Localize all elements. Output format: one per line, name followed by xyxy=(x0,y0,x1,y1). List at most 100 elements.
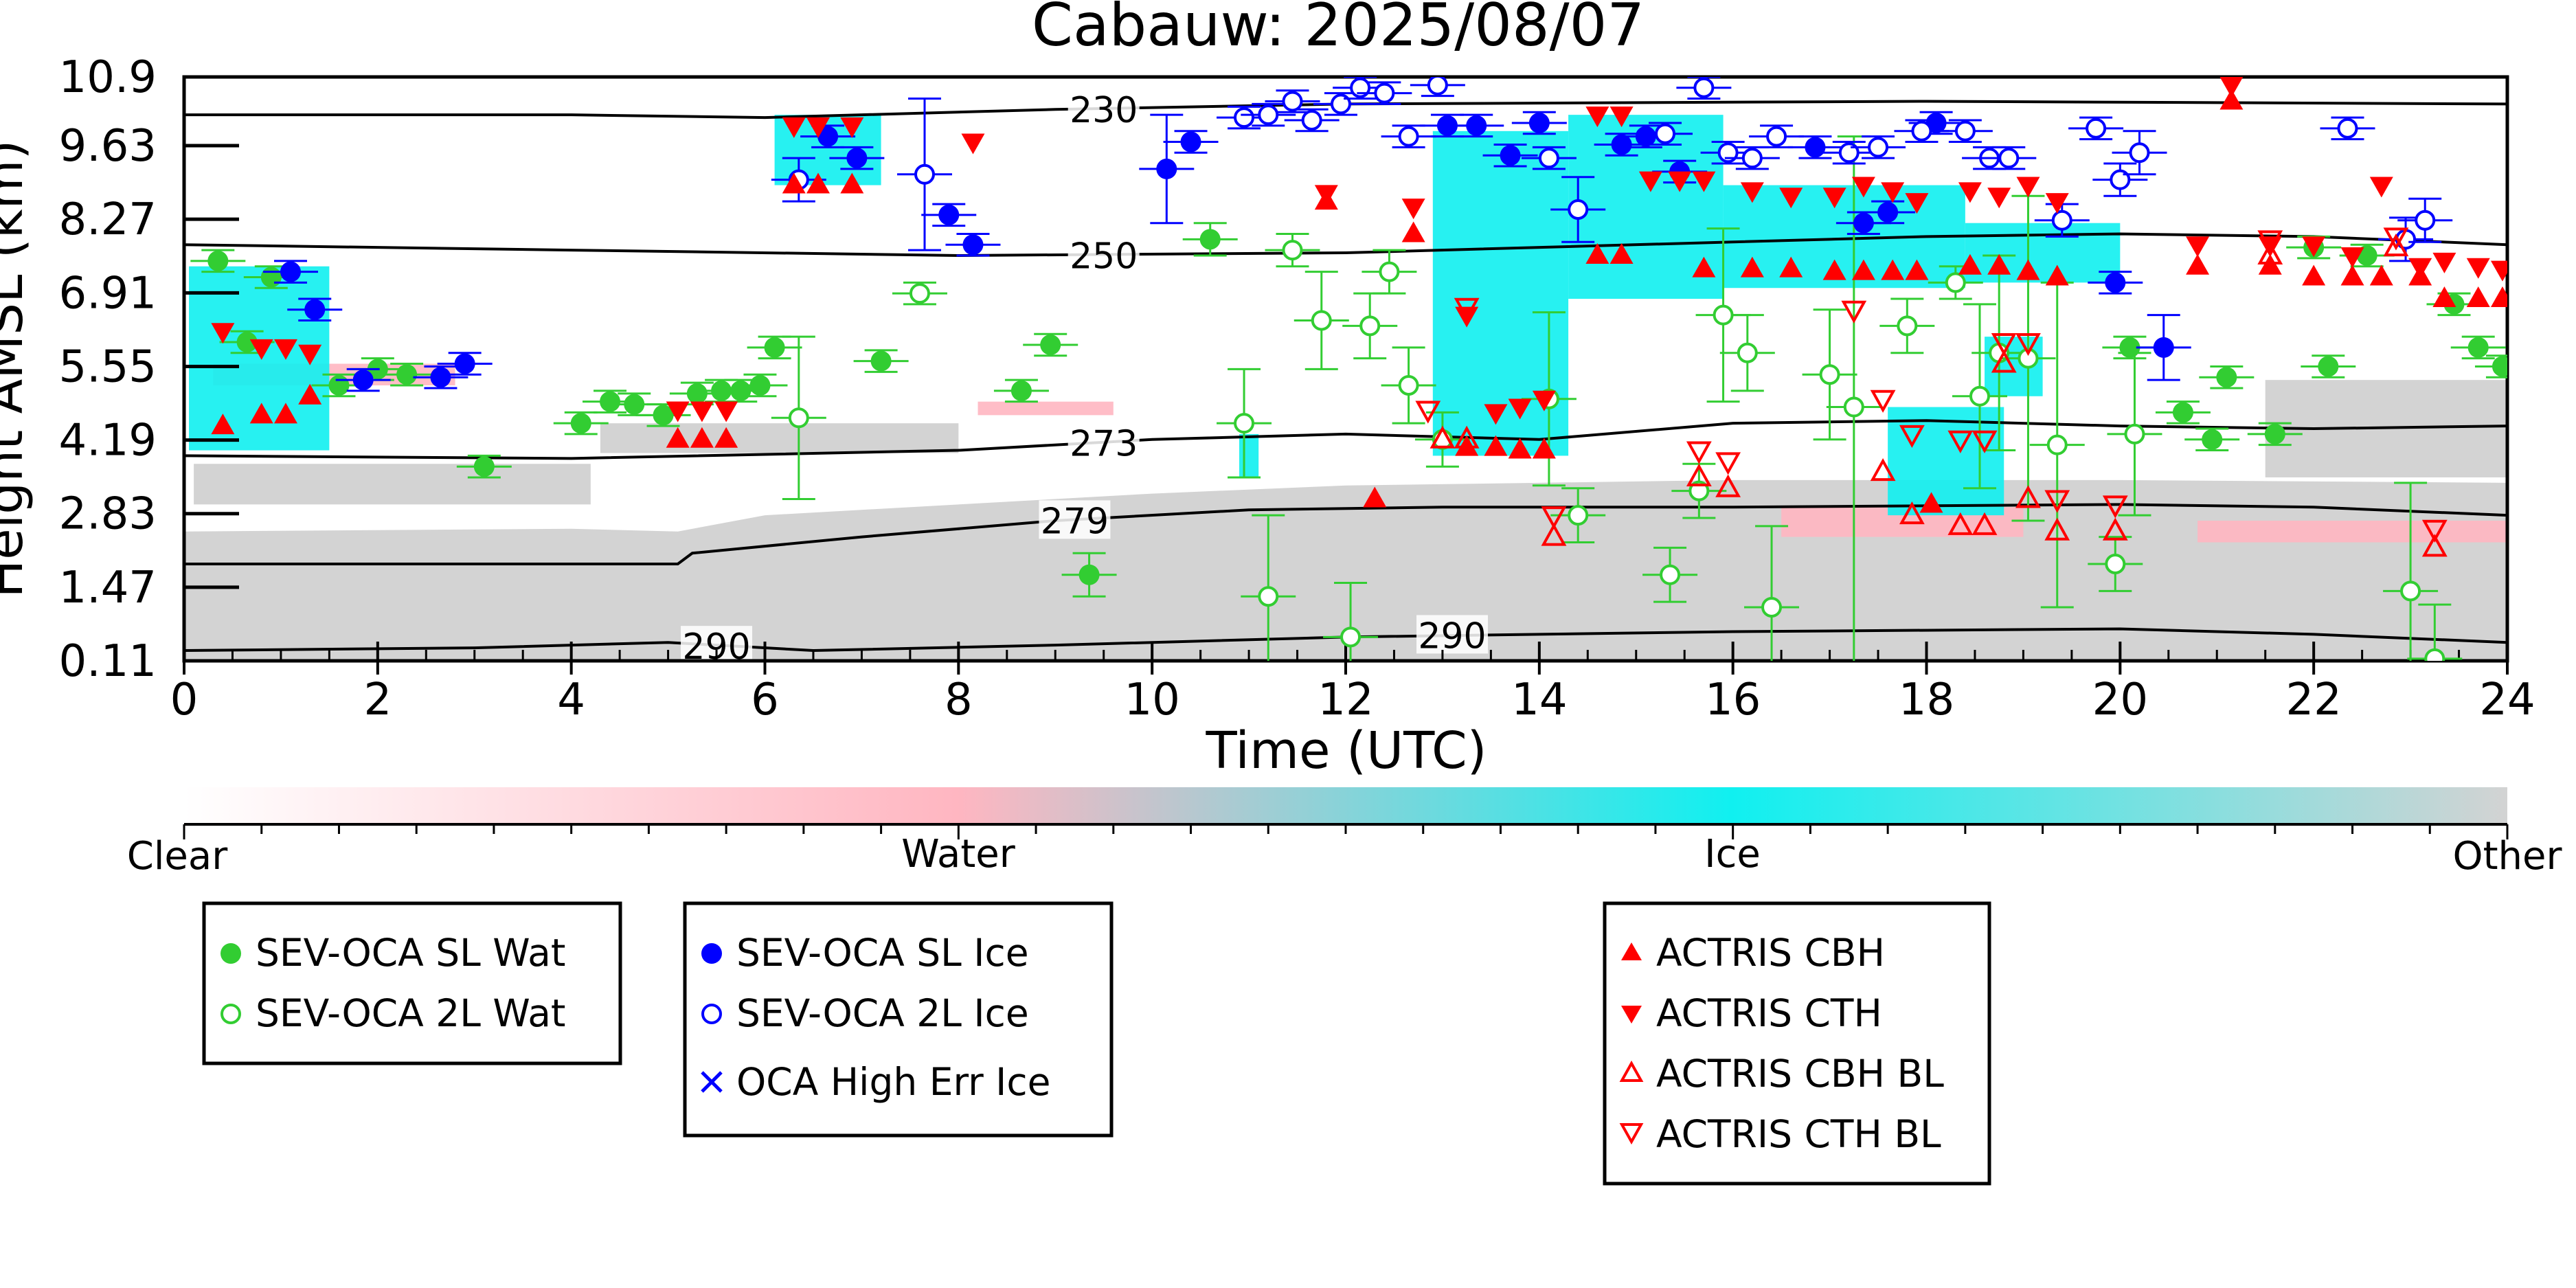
marker-sev-oca-2l-wat xyxy=(909,283,930,304)
marker-actris-cbh xyxy=(1740,256,1764,278)
legend-label-actris-cth-bl: ACTRIS CTH BL xyxy=(1656,1112,1941,1156)
marker-actris-cbh xyxy=(1779,256,1803,278)
marker-sev-oca-sl-wat xyxy=(2264,423,2285,444)
marker-actris-cth xyxy=(298,344,322,365)
marker-sev-oca-sl-ice xyxy=(430,367,451,388)
marker-actris-cth xyxy=(1851,177,1875,198)
y-tick-label: 10.9 xyxy=(59,52,157,103)
marker-actris-cbh xyxy=(840,172,864,194)
isotherm-line xyxy=(184,100,2507,120)
marker-actris-cbh xyxy=(1363,486,1387,508)
marker-actris-cbh xyxy=(1455,435,1479,456)
marker-actris-cbh xyxy=(2016,259,2040,280)
marker-actris-cth xyxy=(666,401,690,422)
marker-sev-oca-sl-wat xyxy=(473,456,495,477)
x-axis: 0 2 4 6 8 10 12 14 16 18 20 22 24 xyxy=(170,642,2535,725)
marker-sev-oca-2l-wat xyxy=(1969,385,1991,407)
marker-actris-cbh xyxy=(2219,89,2244,110)
marker-actris-cbh xyxy=(1919,492,1943,513)
marker-actris-cth xyxy=(782,117,806,138)
marker-sev-oca-2l-ice xyxy=(1741,148,1763,169)
marker-actris-cth-bl xyxy=(2015,333,2041,357)
marker-actris-cth-bl xyxy=(1541,506,1567,530)
isotherm-label: 230 xyxy=(1070,90,1138,131)
marker-sev-oca-sl-wat xyxy=(624,394,645,415)
marker-sev-oca-2l-ice xyxy=(1398,126,1419,147)
legend-label-sev-2l-wat: SEV-OCA 2L Wat xyxy=(256,991,566,1035)
legend-label-oca-high-err: OCA High Err Ice xyxy=(736,1060,1050,1104)
other-cloud-column xyxy=(1442,488,1588,586)
x-tick-label: 14 xyxy=(1511,675,1567,725)
marker-sev-oca-sl-ice xyxy=(2153,337,2174,358)
marker-sev-oca-2l-ice xyxy=(1282,91,1303,112)
marker-actris-cth-bl xyxy=(2257,230,2283,253)
y-tick-label: 4.19 xyxy=(59,416,157,466)
colorbar-label-clear: Clear xyxy=(127,834,228,879)
marker-actris-cth xyxy=(2186,236,2210,258)
isotherm-line xyxy=(184,503,2507,565)
y-tick-label: 9.63 xyxy=(59,121,157,172)
marker-sev-oca-sl-ice xyxy=(846,148,868,169)
marker-actris-cth-bl xyxy=(1415,400,1441,424)
y-tick-label: 8.27 xyxy=(59,194,157,245)
marker-sev-oca-2l-ice xyxy=(1911,120,1932,142)
marker-sev-oca-2l-wat xyxy=(1568,505,1589,526)
marker-actris-cth xyxy=(2045,193,2069,214)
marker-sev-oca-2l-wat xyxy=(1311,310,1332,331)
marker-actris-cbh xyxy=(1692,256,1716,278)
marker-sev-oca-sl-wat xyxy=(730,380,752,401)
marker-actris-cth xyxy=(961,133,985,155)
ice-cloud-patch xyxy=(1888,407,2004,516)
marker-actris-cbh xyxy=(2186,253,2210,275)
marker-actris-cbh xyxy=(2369,264,2393,286)
marker-actris-cbh xyxy=(690,427,714,448)
marker-actris-cth xyxy=(2466,258,2490,279)
marker-sev-oca-2l-wat xyxy=(788,407,809,429)
data-markers xyxy=(190,77,2507,661)
marker-sev-oca-sl-ice xyxy=(1877,201,1899,223)
marker-actris-cbh-bl xyxy=(1686,463,1712,486)
legend-label-actris-cth: ACTRIS CTH xyxy=(1656,991,1882,1035)
x-tick-label: 8 xyxy=(945,675,973,725)
marker-sev-oca-2l-wat xyxy=(2124,423,2145,444)
marker-sev-oca-2l-ice xyxy=(1538,148,1559,169)
marker-actris-cbh-bl xyxy=(1899,501,1925,525)
marker-sev-oca-2l-ice xyxy=(2337,117,2358,139)
marker-sev-oca-2l-wat xyxy=(2400,580,2421,602)
isotherm-label-bg xyxy=(1067,422,1140,462)
marker-sev-oca-2l-ice xyxy=(1868,137,1889,158)
legend-marker-oca-high-err xyxy=(701,1071,723,1093)
marker-sev-oca-sl-ice xyxy=(1180,131,1201,152)
marker-actris-cth xyxy=(2016,177,2040,198)
marker-sev-oca-2l-ice xyxy=(914,163,936,185)
x-tick-label: 2 xyxy=(363,675,392,725)
legend-label-actris-cbh: ACTRIS CBH xyxy=(1656,931,1885,975)
marker-sev-oca-sl-ice xyxy=(1853,212,1874,234)
marker-actris-cbh xyxy=(273,403,297,424)
marker-sev-oca-sl-ice xyxy=(1611,134,1632,155)
marker-sev-oca-sl-ice xyxy=(1500,145,1521,166)
legend-marker-actris-cbh xyxy=(1621,942,1642,960)
legend-label-actris-cbh-bl: ACTRIS CBH BL xyxy=(1656,1052,1944,1096)
marker-actris-cth-bl xyxy=(2102,495,2128,519)
plot-background xyxy=(184,115,2507,661)
marker-actris-cbh-bl xyxy=(2257,241,2283,264)
legend-marker-sev-2l-wat xyxy=(221,1004,241,1024)
isotherm-label: 250 xyxy=(1070,236,1138,277)
marker-actris-cth xyxy=(2302,236,2326,258)
isotherm-label: 273 xyxy=(1070,424,1138,465)
marker-sev-oca-sl-wat xyxy=(686,383,708,404)
legend-sev-ice: SEV-OCA SL Ice SEV-OCA 2L Ice OCA High E… xyxy=(683,901,1114,1138)
marker-sev-oca-2l-wat xyxy=(1713,304,1734,326)
marker-actris-cth xyxy=(1740,182,1764,203)
marker-actris-cth xyxy=(840,117,864,138)
marker-actris-cbh xyxy=(298,383,322,405)
marker-actris-cbh-bl xyxy=(2015,485,2041,508)
marker-actris-cbh xyxy=(1881,259,1905,280)
marker-actris-cth xyxy=(1958,182,1982,203)
marker-sev-oca-sl-ice xyxy=(1528,112,1550,133)
marker-sev-oca-sl-ice xyxy=(1805,137,1826,158)
x-tick-label: 6 xyxy=(751,675,779,725)
marker-actris-cbh-bl xyxy=(2421,534,2448,557)
marker-sev-oca-sl-ice xyxy=(352,370,374,391)
